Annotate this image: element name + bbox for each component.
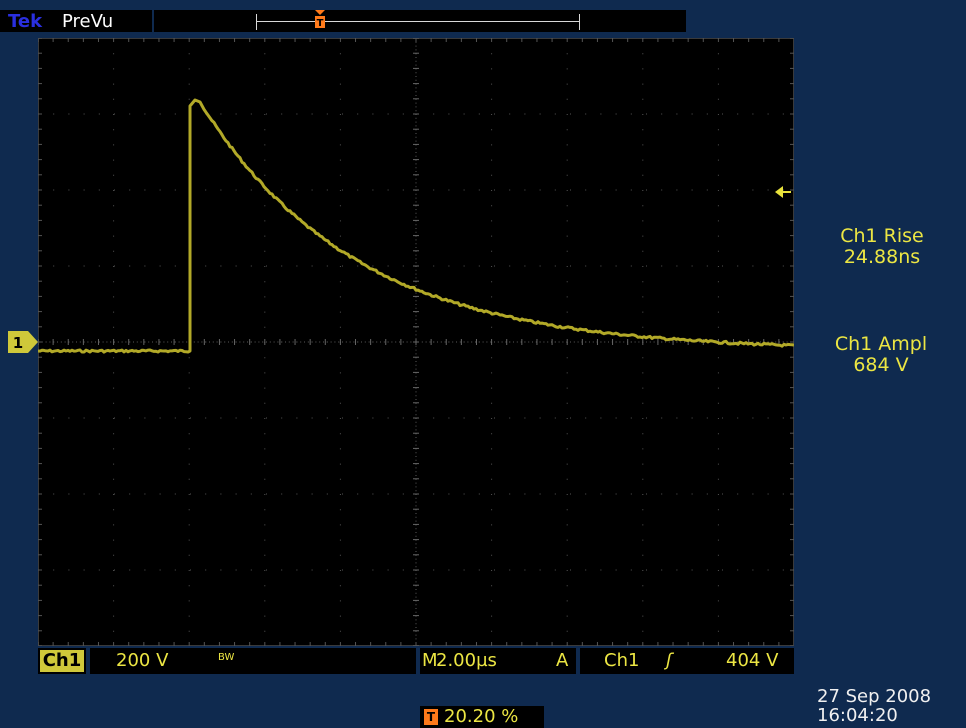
amplitude-measurement: Ch1 Ampl 684 V [816, 334, 946, 376]
vertical-scale[interactable]: 200 V [116, 650, 169, 671]
status-divider [416, 648, 420, 674]
graticule-grid [38, 38, 794, 646]
trigger-position-value: 20.20 % [444, 706, 519, 727]
trigger-position-readout[interactable]: T 20.20 % [420, 706, 544, 728]
timebase-prefix: M [422, 650, 438, 671]
date-display: 27 Sep 2008 [817, 686, 932, 707]
record-view-bracket: T [256, 10, 580, 30]
trigger-position-icon: T [424, 709, 438, 725]
scope-graticule[interactable] [38, 38, 794, 646]
ch1-waveform-trace [38, 98, 794, 354]
status-divider [86, 648, 90, 674]
measurement-name: Ch1 Rise [840, 225, 924, 247]
waveform-display [38, 38, 794, 646]
ch1-ground-marker[interactable]: 1 [8, 331, 40, 353]
channel-indicator[interactable]: Ch1 [40, 650, 84, 672]
trigger-mode: A [556, 650, 569, 671]
ch1-marker-label: 1 [13, 334, 23, 352]
measurement-value: 684 V [853, 354, 909, 376]
tek-logo: Tek [8, 11, 43, 32]
top-bar-divider [152, 10, 154, 32]
record-view-line [257, 21, 579, 22]
measurement-value: 24.88ns [843, 246, 921, 268]
trigger-level-arrow-icon[interactable] [775, 185, 791, 199]
status-divider [576, 648, 580, 674]
svg-text:T: T [317, 18, 324, 29]
bandwidth-limit-icon: BW [218, 652, 235, 663]
status-bar: Ch1 200 V BW M 2.00µs A Ch1 ʃ 404 V [38, 648, 794, 674]
rising-edge-slope-icon[interactable]: ʃ [666, 650, 673, 671]
rise-time-measurement: Ch1 Rise 24.88ns [822, 226, 942, 268]
measurement-name: Ch1 Ampl [834, 333, 928, 355]
time-display: 16:04:20 [817, 705, 898, 726]
trigger-level[interactable]: 404 V [726, 650, 779, 671]
horizontal-scale[interactable]: 2.00µs [436, 650, 497, 671]
trigger-source[interactable]: Ch1 [604, 650, 640, 671]
record-trigger-icon: T [315, 10, 325, 29]
acquisition-mode-label: PreVu [62, 11, 114, 32]
